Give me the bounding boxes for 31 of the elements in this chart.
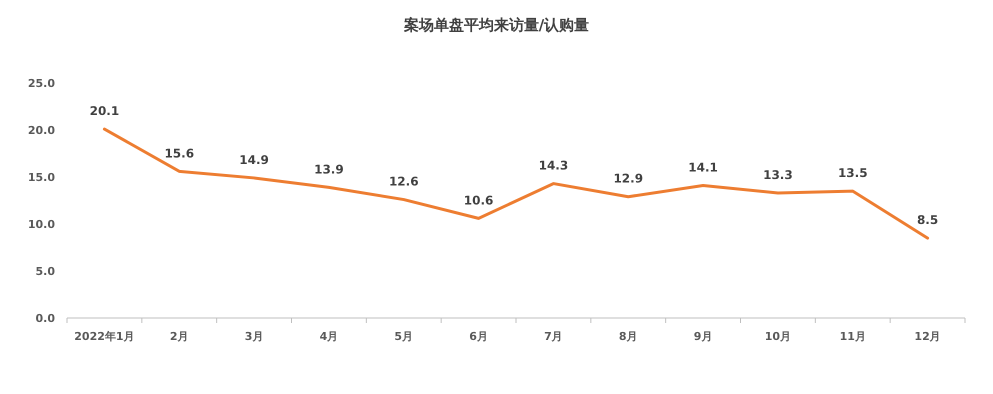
data-label: 13.3 <box>763 168 793 182</box>
data-label: 13.5 <box>838 166 868 180</box>
x-tick-label: 10月 <box>764 330 792 343</box>
x-tick-label: 9月 <box>694 330 712 343</box>
x-tick-label: 2月 <box>170 330 189 343</box>
x-tick-label: 6月 <box>469 330 488 343</box>
y-tick-label: 0.0 <box>36 312 56 325</box>
y-tick-label: 15.0 <box>28 171 56 184</box>
y-tick-label: 10.0 <box>28 218 56 231</box>
x-tick-label: 4月 <box>320 330 338 343</box>
x-tick-label: 3月 <box>244 330 264 343</box>
x-tick-label: 2022年1月 <box>74 330 135 343</box>
y-tick-label: 25.0 <box>28 77 56 90</box>
data-label: 14.9 <box>239 152 269 167</box>
x-tick-label: 5月 <box>394 330 414 343</box>
data-label: 13.9 <box>314 162 344 176</box>
x-tick-label: 8月 <box>618 330 638 343</box>
data-label: 15.6 <box>164 146 194 160</box>
x-tick-label: 11月 <box>840 330 866 343</box>
x-tick-label: 7月 <box>544 330 563 343</box>
data-label: 12.9 <box>613 172 644 186</box>
data-label: 12.6 <box>388 174 419 189</box>
data-label: 10.6 <box>464 193 494 208</box>
x-tick-label: 12月 <box>914 330 941 343</box>
y-tick-label: 5.0 <box>36 265 56 278</box>
data-label: 14.3 <box>538 158 568 173</box>
data-label: 20.1 <box>90 104 120 118</box>
chart-title: 案场单盘平均来访量/认购量 <box>402 16 590 34</box>
y-tick-label: 20.0 <box>28 124 56 137</box>
data-label: 8.5 <box>916 213 938 228</box>
data-label: 14.1 <box>688 160 718 174</box>
